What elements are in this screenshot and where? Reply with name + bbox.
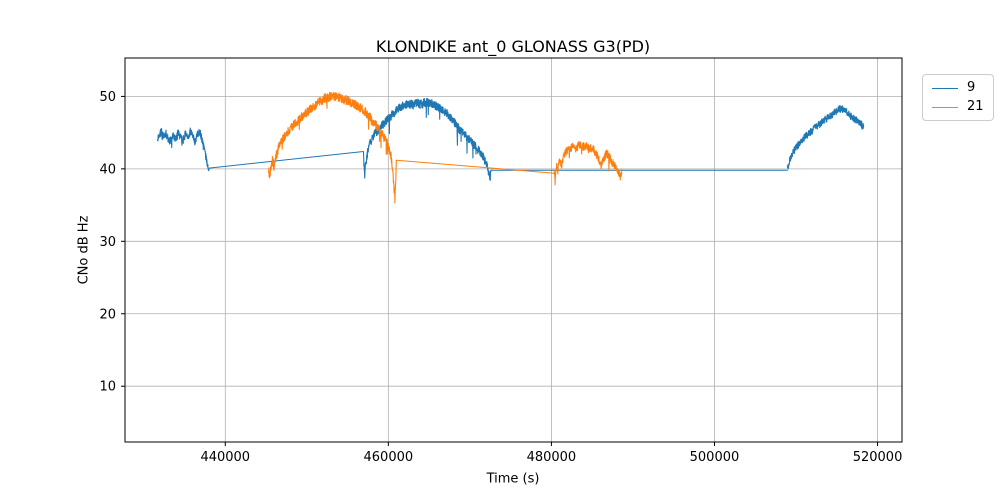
x-tick-label: 480000 xyxy=(527,450,577,465)
x-tick-label: 440000 xyxy=(200,450,250,465)
series-21-segment-0 xyxy=(267,91,397,204)
y-axis-label: CNo dB Hz xyxy=(76,215,92,285)
series-9-segment-1 xyxy=(208,151,364,169)
legend-entry-9: 9 xyxy=(932,81,984,95)
y-tick-label: 30 xyxy=(99,235,116,250)
legend-label-9: 9 xyxy=(967,80,976,95)
x-tick-label: 500000 xyxy=(690,450,740,465)
plot-frame xyxy=(124,57,903,443)
legend-line-sample-21 xyxy=(932,106,958,108)
series-9-segment-2 xyxy=(362,97,492,181)
series-21-segment-2 xyxy=(553,140,623,186)
series-9-segment-0 xyxy=(157,127,210,172)
x-axis-label: Time (s) xyxy=(486,471,540,487)
y-tick-label: 20 xyxy=(99,307,116,322)
x-tick-label: 520000 xyxy=(853,450,903,465)
y-tick-label: 40 xyxy=(99,162,116,177)
legend-label-21: 21 xyxy=(967,99,984,114)
series-21-segment-1 xyxy=(395,159,555,174)
legend-entry-21: 21 xyxy=(932,100,984,114)
x-tick-label: 460000 xyxy=(364,450,414,465)
series-9-segment-4 xyxy=(786,105,865,170)
legend: 9 21 xyxy=(922,74,994,121)
legend-line-sample-9 xyxy=(932,87,958,89)
y-tick-label: 10 xyxy=(99,380,116,395)
chart-title: KLONDIKE ant_0 GLONASS G3(PD) xyxy=(375,37,651,56)
y-tick-label: 50 xyxy=(99,90,116,105)
